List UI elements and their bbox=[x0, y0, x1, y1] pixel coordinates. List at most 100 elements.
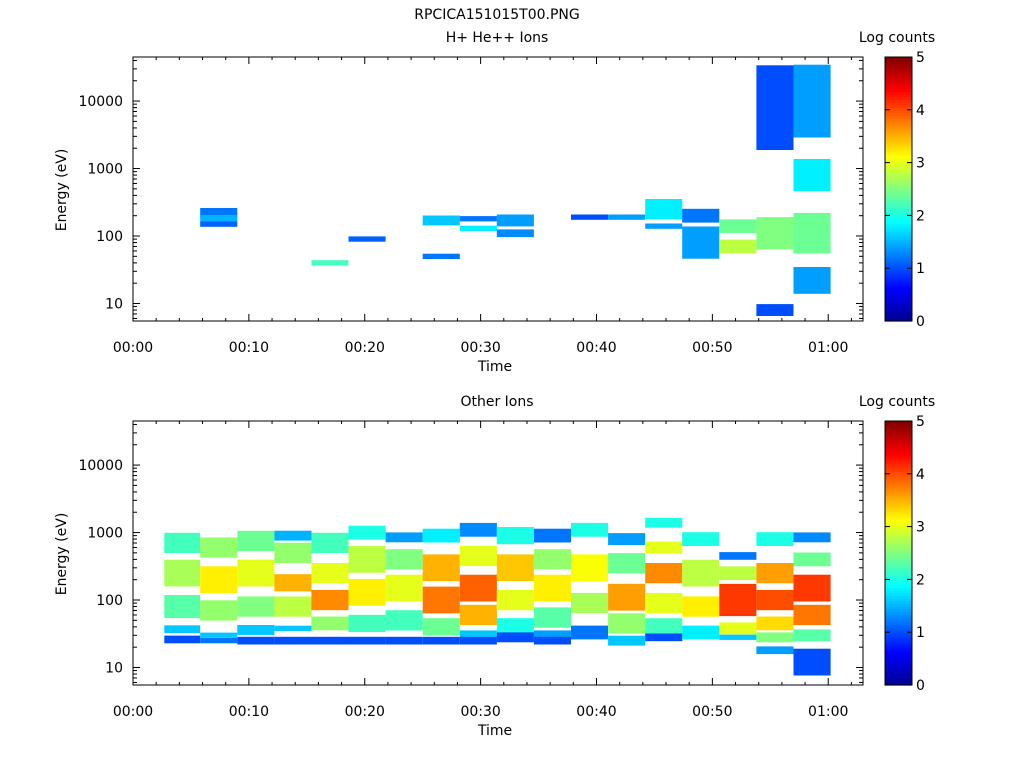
colorbar-segment bbox=[885, 223, 912, 227]
y-tick-label: 100 bbox=[96, 593, 123, 609]
spectrogram-cell bbox=[793, 532, 831, 543]
colorbar-segment bbox=[885, 508, 912, 512]
spectrogram-cell bbox=[311, 636, 349, 645]
colorbar-tick-label: 3 bbox=[916, 156, 925, 172]
colorbar-segment bbox=[885, 555, 912, 559]
spectrogram-cell bbox=[422, 636, 460, 645]
y-tick-label: 10000 bbox=[78, 94, 123, 110]
colorbar-segment bbox=[885, 262, 912, 267]
spectrogram-cell bbox=[682, 226, 720, 259]
colorbar-tick-label: 2 bbox=[916, 208, 925, 224]
colorbar-segment bbox=[885, 284, 912, 288]
colorbar-segment bbox=[885, 265, 912, 269]
colorbar-segment bbox=[885, 136, 912, 140]
colorbar-tick-label: 2 bbox=[916, 572, 925, 588]
colorbar-segment bbox=[885, 568, 912, 573]
colorbar-segment bbox=[885, 204, 912, 209]
colorbar-segment bbox=[885, 558, 912, 562]
spectrogram-cell bbox=[793, 267, 831, 294]
colorbar-segment bbox=[885, 175, 912, 180]
spectrogram-cell bbox=[756, 217, 794, 250]
spectrogram-cell bbox=[682, 596, 720, 617]
spectrogram-cell bbox=[311, 589, 349, 611]
colorbar-segment bbox=[885, 671, 912, 676]
colorbar-segment bbox=[885, 120, 912, 124]
spectrogram-cell bbox=[459, 636, 497, 645]
colorbar-segment bbox=[885, 247, 912, 251]
colorbar-segment bbox=[885, 545, 912, 549]
spectrogram-cell bbox=[533, 549, 571, 570]
colorbar-segment bbox=[885, 313, 912, 317]
spectrogram-cell bbox=[496, 214, 534, 227]
colorbar-segment bbox=[885, 428, 912, 433]
spectrogram-cell bbox=[459, 225, 497, 231]
panel-other-ions: Other Ions Log counts Time Energy (eV) 0… bbox=[54, 394, 935, 739]
x-axis-label: Time bbox=[477, 359, 512, 375]
colorbar-segment bbox=[885, 473, 912, 478]
spectrogram-cell bbox=[793, 552, 831, 567]
colorbar-segment bbox=[885, 463, 912, 467]
colorbar-segment bbox=[885, 494, 912, 499]
x-tick-label: 00:00 bbox=[113, 704, 153, 720]
colorbar-segment bbox=[885, 455, 912, 459]
colorbar-segment bbox=[885, 531, 912, 536]
colorbar-tick-label: 3 bbox=[916, 520, 925, 536]
spectrogram-cells bbox=[200, 64, 831, 316]
spectrogram-cell bbox=[496, 618, 534, 636]
spectrogram-cell bbox=[422, 586, 460, 614]
y-tick-label: 1000 bbox=[87, 162, 123, 178]
colorbar-segment bbox=[885, 650, 912, 654]
spectrogram-cell bbox=[385, 532, 423, 543]
spectrogram-cell bbox=[793, 64, 831, 138]
x-tick-label: 01:00 bbox=[808, 340, 848, 356]
spectrogram-cell bbox=[719, 583, 757, 617]
colorbar-frame bbox=[884, 420, 913, 686]
spectrogram-cell bbox=[608, 635, 646, 646]
y-tick-label: 10000 bbox=[78, 458, 123, 474]
spectrogram-cell bbox=[533, 607, 571, 628]
y-tick-label: 100 bbox=[96, 229, 123, 245]
colorbar-segment bbox=[885, 576, 912, 580]
colorbar-segment bbox=[885, 294, 912, 298]
spectrogram-cell bbox=[422, 253, 460, 259]
colorbar-segment bbox=[885, 479, 912, 483]
colorbar-segment bbox=[885, 239, 912, 243]
colorbar-segment bbox=[885, 112, 912, 116]
spectrogram-cell bbox=[645, 563, 683, 584]
colorbar-segment bbox=[885, 526, 912, 530]
colorbar-segment bbox=[885, 626, 912, 631]
colorbar-segment bbox=[885, 260, 912, 264]
spectrogram-cell bbox=[496, 554, 534, 582]
y-tick-label: 10 bbox=[105, 660, 123, 676]
x-axis-label: Time bbox=[477, 723, 512, 739]
colorbar-segment bbox=[885, 96, 912, 100]
colorbar-segment bbox=[885, 302, 912, 306]
colorbar-segment bbox=[885, 149, 912, 153]
x-tick-label: 00:20 bbox=[345, 340, 385, 356]
spectrogram-cell bbox=[274, 636, 312, 645]
colorbar-segment bbox=[885, 270, 912, 275]
colorbar-segment bbox=[885, 476, 912, 480]
spectrogram-cell bbox=[496, 229, 534, 238]
panel-h-he-ions: H+ He++ Ions Log counts Time Energy (eV)… bbox=[54, 30, 935, 375]
x-tick-label: 00:10 bbox=[229, 704, 269, 720]
spectrogram-cell bbox=[311, 563, 349, 584]
figure-title: RPCICA151015T00.PNG bbox=[414, 7, 579, 23]
colorbar-segment bbox=[885, 138, 912, 143]
colorbar-segment bbox=[885, 669, 912, 673]
colorbar-segment bbox=[885, 157, 912, 161]
colorbar-segment bbox=[885, 547, 912, 551]
spectrogram-cell bbox=[200, 566, 238, 594]
y-tick-label: 10 bbox=[105, 296, 123, 312]
colorbar-segment bbox=[885, 83, 912, 87]
colorbar-tick-label: 5 bbox=[916, 414, 925, 430]
spectrogram-cell bbox=[274, 530, 312, 541]
spectrogram-cell bbox=[274, 542, 312, 563]
spectrogram-cell bbox=[756, 532, 794, 546]
colorbar-segment bbox=[885, 154, 912, 158]
colorbar-segment bbox=[885, 637, 912, 641]
colorbar-segment bbox=[885, 199, 912, 203]
colorbar-segment bbox=[885, 57, 912, 61]
colorbar-segment bbox=[885, 553, 912, 557]
